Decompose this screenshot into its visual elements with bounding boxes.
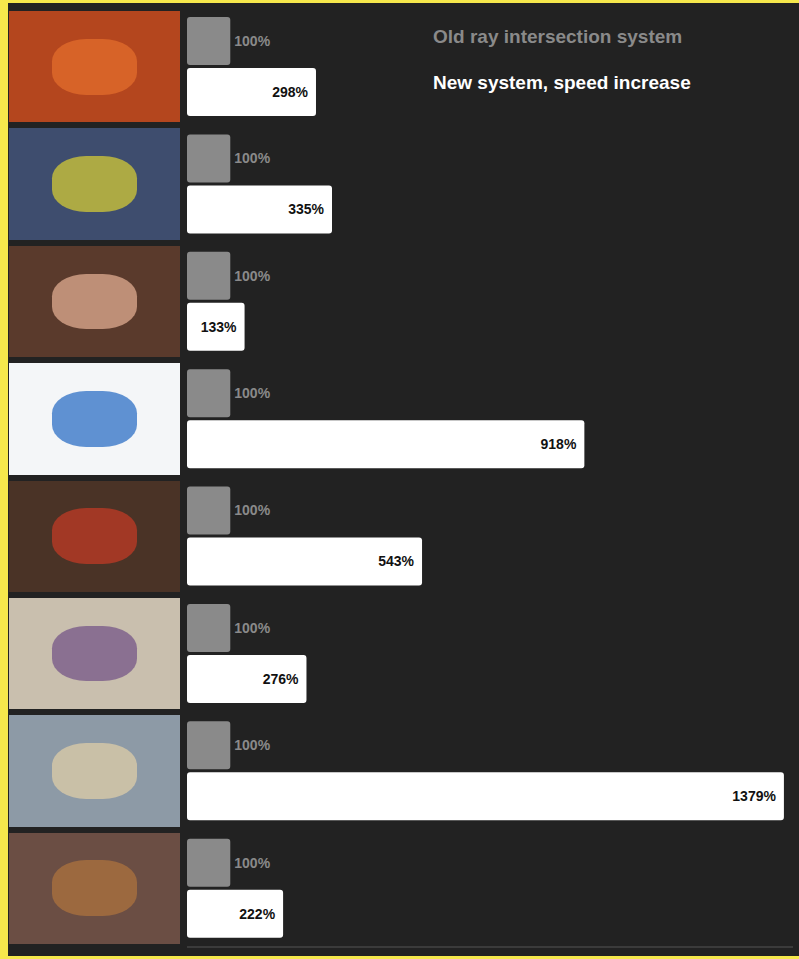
svg-text:100%: 100% — [234, 150, 270, 166]
svg-text:100%: 100% — [234, 620, 270, 636]
svg-text:222%: 222% — [239, 906, 275, 922]
svg-text:133%: 133% — [201, 319, 237, 335]
svg-text:918%: 918% — [541, 436, 577, 452]
svg-text:100%: 100% — [234, 502, 270, 518]
svg-text:276%: 276% — [263, 671, 299, 687]
svg-text:335%: 335% — [288, 201, 324, 217]
html-text:Old ray intersection system: Old ray intersection system — [433, 26, 683, 47]
svg-text:100%: 100% — [234, 33, 270, 49]
svg-text:298%: 298% — [272, 84, 308, 100]
svg-text:100%: 100% — [234, 385, 270, 401]
svg-text:100%: 100% — [234, 855, 270, 871]
svg-text:543%: 543% — [378, 553, 414, 569]
svg-text:1379%: 1379% — [732, 788, 776, 804]
html-text:New system, speed increase: New system, speed increase — [433, 72, 691, 93]
svg-text:100%: 100% — [234, 737, 270, 753]
svg-text:100%: 100% — [234, 268, 270, 284]
